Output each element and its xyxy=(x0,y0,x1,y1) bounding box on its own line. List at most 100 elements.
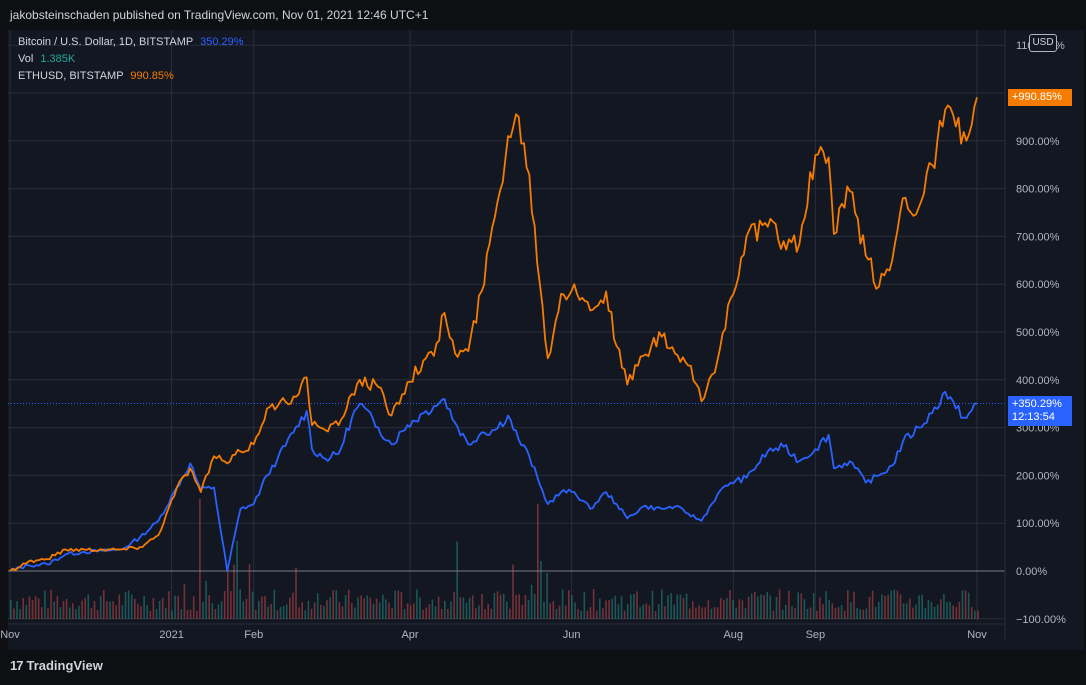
volume-bar xyxy=(518,594,520,619)
volume-bar xyxy=(347,589,350,619)
volume-bar xyxy=(862,609,865,619)
volume-bar xyxy=(304,610,307,619)
legend-vol-name: Vol xyxy=(18,53,34,65)
volume-bar xyxy=(174,595,176,619)
volume-bar xyxy=(90,608,93,619)
volume-bar xyxy=(729,590,731,619)
y-axis: −100.00%0.00%100.00%200.00%300.00%400.00… xyxy=(1004,30,1066,640)
volume-bar xyxy=(75,609,77,619)
volume-bar xyxy=(571,595,573,619)
volume-bar xyxy=(422,609,424,619)
price-chart[interactable]: −100.00%0.00%100.00%200.00%300.00%400.00… xyxy=(0,0,1086,650)
volume-bar xyxy=(868,596,871,619)
y-tick-label: 400.00% xyxy=(1016,375,1060,387)
volume-bar xyxy=(648,605,651,619)
volume-bar xyxy=(16,601,18,619)
volume-bar xyxy=(639,607,641,619)
volume-bar xyxy=(134,598,136,619)
volume-bar xyxy=(924,608,927,619)
volume-bar xyxy=(165,608,167,619)
volume-bar xyxy=(388,602,390,619)
volume-bar xyxy=(205,580,207,619)
volume-bar xyxy=(279,606,282,619)
volume-bar xyxy=(763,595,765,619)
volume-bar xyxy=(524,595,527,619)
volume-bar xyxy=(958,601,961,619)
volume-bar xyxy=(307,600,310,619)
volume-bar xyxy=(143,595,145,619)
volume-bar xyxy=(34,596,37,619)
volume-bar xyxy=(239,589,241,619)
y-tick-label: 800.00% xyxy=(1016,184,1060,196)
volume-bar xyxy=(971,607,973,619)
volume-bar xyxy=(471,595,474,619)
volume-bar xyxy=(698,605,700,619)
volume-bar xyxy=(735,607,737,619)
volume-bar xyxy=(258,600,260,619)
volume-bar xyxy=(850,602,852,619)
volume-bar xyxy=(233,564,235,619)
volume-bar xyxy=(881,594,883,619)
volume-bar xyxy=(580,610,582,619)
x-axis: Nov 2021 Feb Apr Jun Aug Sep Nov xyxy=(0,623,1005,641)
volume-bar xyxy=(351,603,353,619)
volume-bar xyxy=(812,593,815,619)
volume-bar xyxy=(809,607,812,619)
volume-bar xyxy=(236,540,238,619)
volume-bar xyxy=(884,595,886,619)
chart-legend: Bitcoin / U.S. Dollar, 1D, BITSTAMP 350.… xyxy=(18,34,244,85)
tradingview-logo-text: TradingView xyxy=(26,658,103,673)
series-lines xyxy=(9,97,978,572)
volume-bar xyxy=(667,595,669,619)
y-tick-label: 600.00% xyxy=(1016,279,1060,291)
legend-row-btc[interactable]: Bitcoin / U.S. Dollar, 1D, BITSTAMP 350.… xyxy=(18,34,244,51)
volume-bar xyxy=(688,608,691,619)
volume-bar xyxy=(769,595,772,619)
volume-bar xyxy=(130,594,133,619)
volume-bar xyxy=(819,597,821,619)
volume-bar xyxy=(936,604,939,619)
btc-countdown-text: 12:13:54 xyxy=(1012,411,1055,423)
volume-bar xyxy=(719,598,722,619)
volume-bar xyxy=(267,606,269,619)
legend-vol-value: 1.385K xyxy=(40,53,76,65)
eth-price-tag: +990.85% xyxy=(1008,89,1072,106)
volume-bar xyxy=(977,610,979,619)
legend-row-eth[interactable]: ETHUSD, BITSTAMP 990.85% xyxy=(18,68,244,85)
volume-bar xyxy=(227,568,229,619)
volume-bar xyxy=(540,561,542,619)
volume-bar xyxy=(586,610,589,619)
legend-row-vol[interactable]: Vol 1.385K xyxy=(18,51,244,68)
volume-bar xyxy=(440,608,443,619)
volume-bar xyxy=(264,596,266,619)
volume-bar xyxy=(890,590,892,619)
volume-bar xyxy=(177,595,179,619)
volume-bar xyxy=(713,607,716,619)
volume-bar xyxy=(822,604,824,619)
volume-bar xyxy=(828,599,830,619)
volume-bar xyxy=(853,591,855,619)
volume-bar xyxy=(899,594,902,619)
volume-bar xyxy=(93,601,96,619)
volume-bar xyxy=(202,601,204,619)
volume-bar xyxy=(450,601,452,619)
volume-bar xyxy=(847,590,849,619)
volume-bar xyxy=(964,590,967,619)
volume-bar xyxy=(834,608,837,619)
volume-bar xyxy=(87,594,90,619)
volume-bar xyxy=(871,590,874,619)
eth-series-line xyxy=(9,97,978,572)
currency-badge[interactable]: USD xyxy=(1029,34,1057,52)
volume-bar xyxy=(425,607,427,619)
volume-bar xyxy=(661,589,663,619)
volume-bar xyxy=(109,601,111,619)
volume-bar xyxy=(605,600,607,619)
volume-bar xyxy=(754,591,756,619)
volume-bar xyxy=(940,599,942,619)
tradingview-logo[interactable]: 17 TradingView xyxy=(10,658,103,673)
volume-bar xyxy=(704,607,706,619)
volume-bar xyxy=(732,599,734,619)
x-tick-label: Nov xyxy=(0,629,20,641)
volume-bar xyxy=(967,592,970,619)
volume-bar xyxy=(974,610,976,619)
